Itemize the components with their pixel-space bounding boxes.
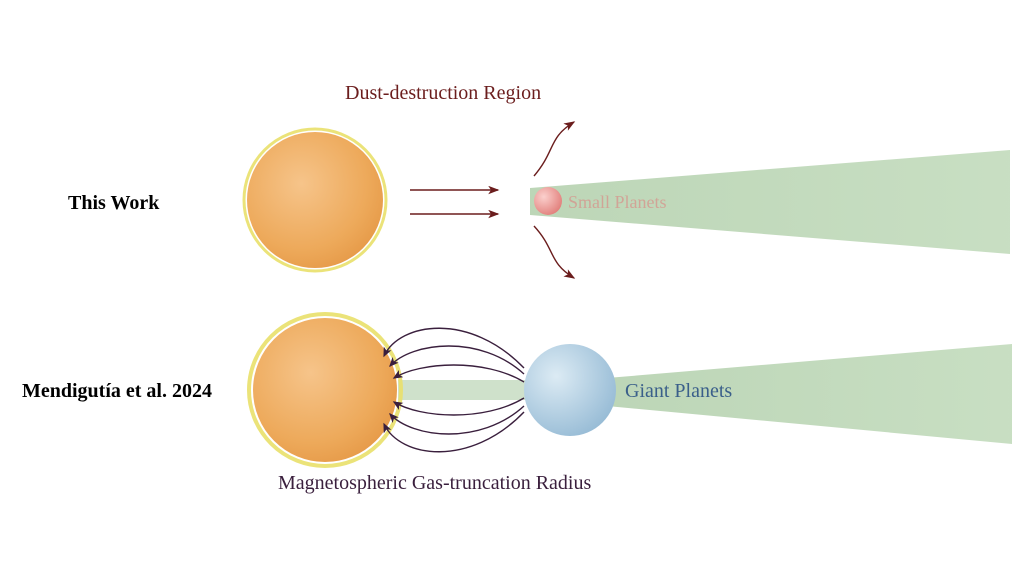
- field-line-2: [394, 365, 524, 382]
- diagram-canvas: Dust-destruction Region This Work Small …: [0, 0, 1024, 576]
- small-planet: [534, 187, 562, 215]
- small-planets-label: Small Planets: [568, 192, 667, 213]
- giant-planet: [524, 344, 616, 436]
- this-work-label: This Work: [68, 192, 159, 215]
- outflow-arrow-1: [534, 226, 574, 278]
- giant-planets-label: Giant Planets: [625, 380, 732, 403]
- outflow-arrow-0: [534, 122, 574, 176]
- magnetospheric-caption: Magnetospheric Gas-truncation Radius: [278, 472, 591, 495]
- field-line-3: [394, 398, 524, 415]
- field-line-5: [384, 412, 524, 452]
- bottom-star: [253, 318, 397, 462]
- top-star: [247, 132, 383, 268]
- gas-bridge: [398, 380, 530, 400]
- mendigutia-label: Mendigutía et al. 2024: [22, 380, 212, 403]
- dust-destruction-title: Dust-destruction Region: [345, 82, 541, 105]
- field-line-0: [384, 328, 524, 368]
